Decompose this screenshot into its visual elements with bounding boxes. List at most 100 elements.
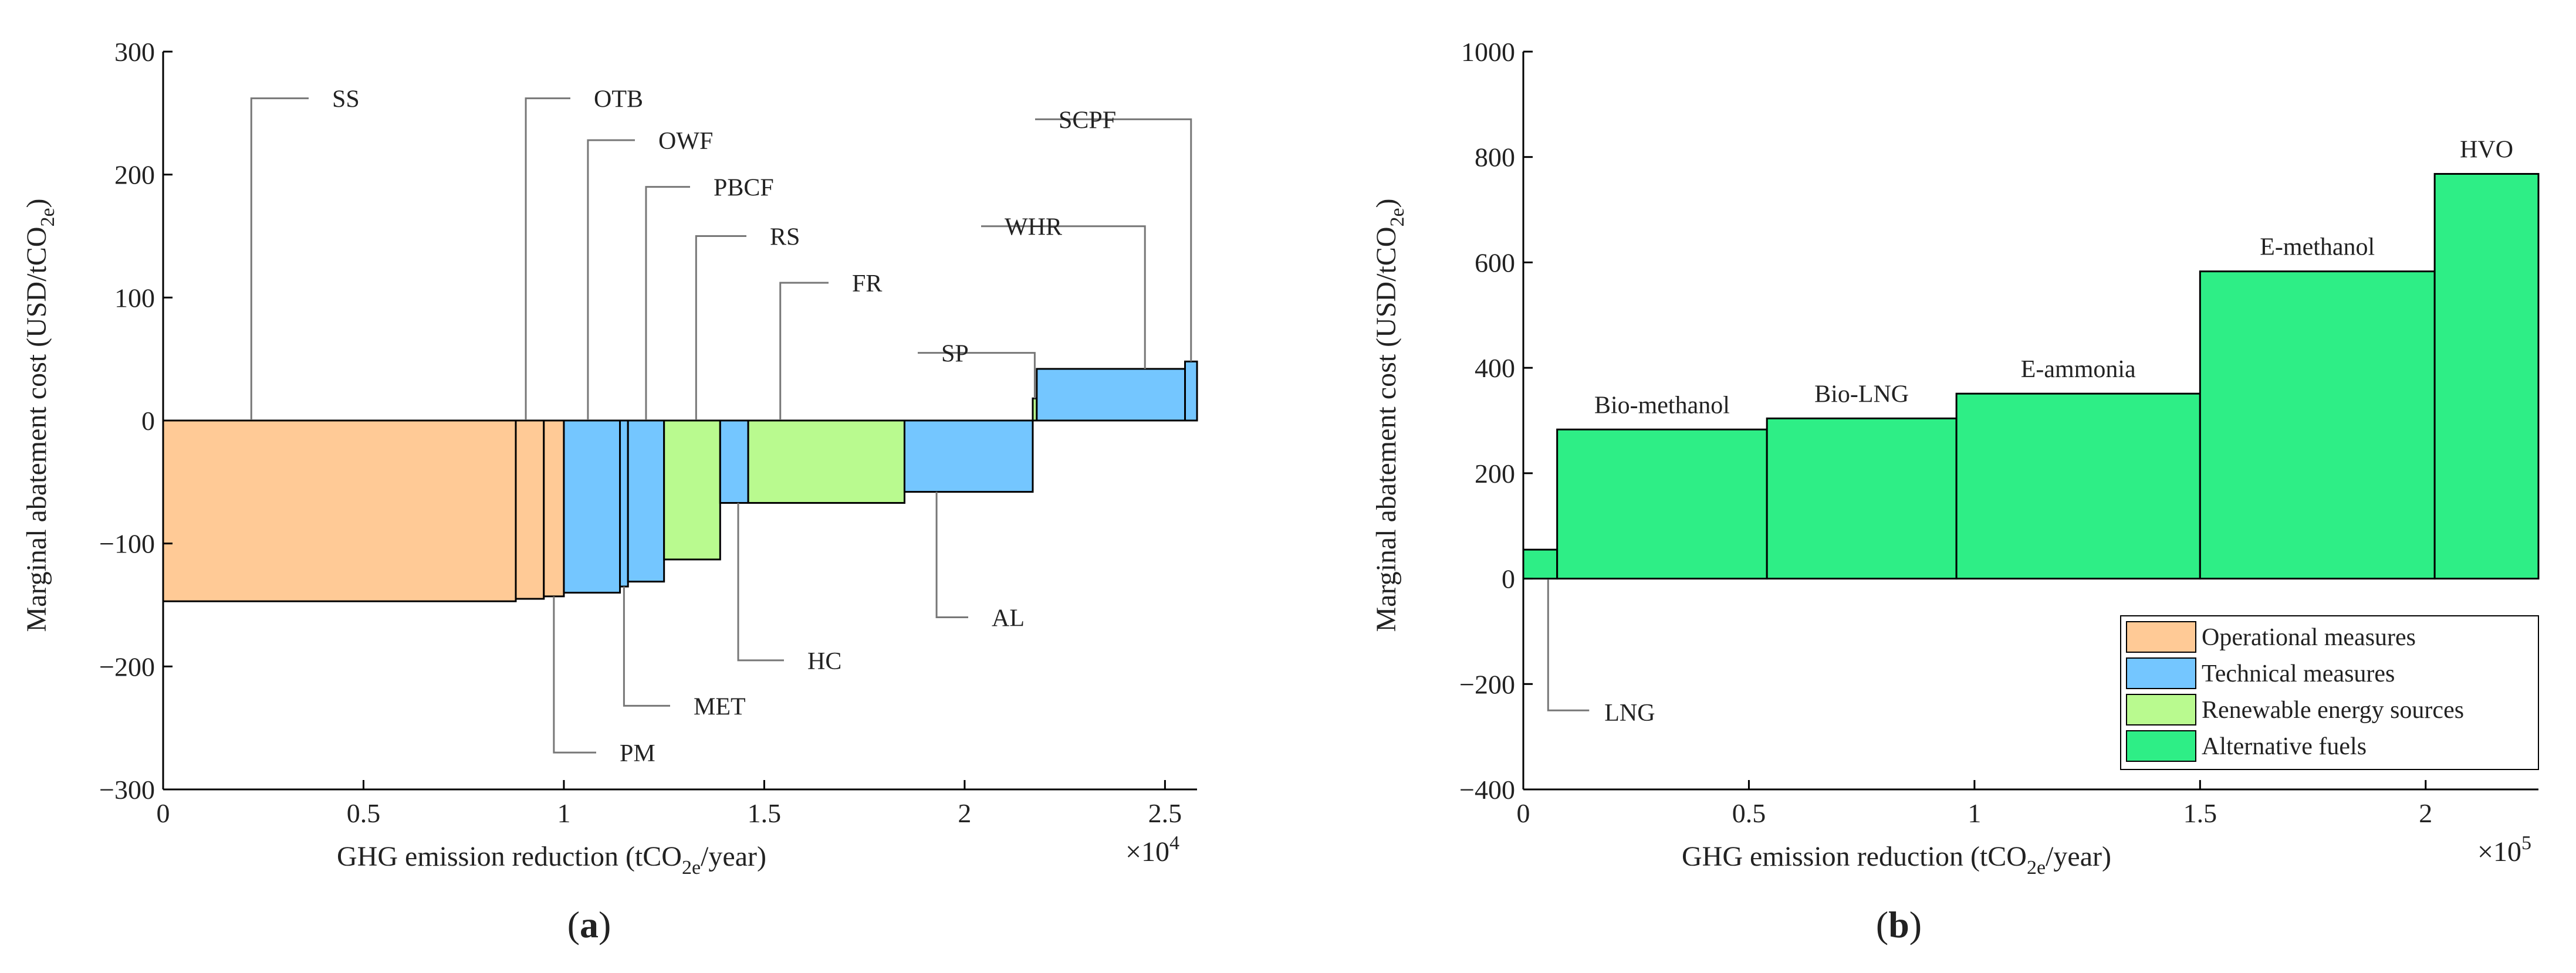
- leader-fr: [779, 282, 829, 421]
- annotation-sp: SP: [941, 341, 969, 368]
- bar-ss: [162, 419, 517, 602]
- a-y-tick-label: 100: [114, 283, 155, 313]
- legend-item-operational: Operational measures: [2126, 621, 2416, 653]
- bar-bio-lng: [1766, 417, 1958, 580]
- annotation-fr: FR: [852, 270, 882, 297]
- bar-met: [619, 419, 629, 588]
- bar-pm: [543, 419, 565, 598]
- annotation-al: AL: [992, 605, 1025, 632]
- a-y-tick-label: 200: [114, 160, 155, 190]
- legend-swatch-alternative: [2126, 730, 2196, 762]
- bar-e-ammonia: [1955, 392, 2201, 580]
- annotation-bio-lng: Bio-LNG: [1814, 381, 1909, 408]
- leader-pbcf: [645, 186, 690, 421]
- legend-item-renewable: Renewable energy sources: [2126, 694, 2464, 725]
- chart-b-axes: [1522, 52, 2538, 791]
- annotation-pbcf: PBCF: [714, 175, 774, 202]
- leader-pm: [553, 596, 596, 754]
- chart-b-panel-label: (b): [1876, 904, 1922, 945]
- b-x-tick-label: 2: [2419, 798, 2432, 828]
- chart-a-axes: [162, 52, 1197, 791]
- bar-al: [903, 419, 1034, 493]
- leader-scpf: [1035, 118, 1192, 362]
- a-x-tick-label: 1.5: [748, 798, 782, 828]
- b-y-tick-label: 600: [1475, 248, 1515, 277]
- chart-a-leader-lines: SS OTB PM OWF MET PBCF RS HC FR AL SP WHR SCPF: [250, 86, 1192, 767]
- a-y-tick-label: 0: [141, 406, 155, 436]
- annotation-whr: WHR: [1005, 214, 1062, 241]
- legend-swatch-renewable: [2126, 694, 2196, 725]
- bar-hvo: [2433, 172, 2540, 580]
- chart-a-panel-label: (a): [567, 904, 611, 945]
- legend-item-alternative: Alternative fuels: [2126, 730, 2367, 762]
- a-y-tick-label: 300: [114, 37, 155, 67]
- bar-scpf: [1184, 360, 1198, 422]
- b-x-tick-label: 0.5: [1732, 798, 1766, 828]
- leader-al: [935, 491, 968, 618]
- b-x-tick-label: 1.5: [2183, 798, 2217, 828]
- chart-b: LNG Bio-methanol Bio-LNG E-ammonia E-methano…: [1371, 37, 2540, 945]
- bar-pbcf: [627, 419, 665, 583]
- chart-a-y-axis-label: Marginal abatement cost (USD/tCO2e): [21, 198, 59, 632]
- bar-fr: [747, 419, 905, 504]
- leader-owf: [587, 139, 635, 421]
- b-y-tick-label: 1000: [1461, 37, 1515, 67]
- bar-e-methanol: [2199, 270, 2436, 580]
- a-x-tick-label: 2: [958, 798, 971, 828]
- annotation-rs: RS: [770, 224, 800, 251]
- annotation-scpf: SCPF: [1059, 107, 1116, 134]
- a-y-tick-label: −300: [99, 775, 155, 805]
- leader-otb: [525, 97, 570, 421]
- bar-bio-methanol: [1556, 428, 1768, 580]
- chart-b-x-axis-label: GHG emission reduction (tCO2e/year): [1682, 841, 2111, 879]
- leader-hc: [737, 503, 784, 662]
- bar-whr: [1036, 368, 1186, 422]
- b-y-tick-label: 400: [1475, 353, 1515, 383]
- leader-rs: [695, 235, 746, 421]
- annotation-otb: OTB: [594, 86, 643, 113]
- a-x-tick-label: 0: [157, 798, 170, 828]
- annotation-pm: PM: [620, 740, 655, 767]
- legend-label-operational: Operational measures: [2202, 624, 2416, 651]
- chart-a-x-multiplier: ×104: [1125, 832, 1179, 867]
- a-y-tick-label: −100: [99, 529, 155, 559]
- chart-b-leader-lines: LNG Bio-methanol Bio-LNG E-ammonia E-methano…: [1547, 136, 2513, 727]
- legend-item-technical: Technical measures: [2126, 657, 2395, 689]
- bar-otb: [515, 419, 545, 600]
- legend-swatch-operational: [2126, 621, 2196, 653]
- annotation-ss: SS: [332, 86, 360, 113]
- b-y-tick-label: −200: [1459, 669, 1515, 699]
- bar-rs: [663, 419, 721, 561]
- legend-label-technical: Technical measures: [2202, 660, 2395, 687]
- annotation-met: MET: [694, 693, 746, 720]
- a-x-tick-label: 1: [557, 798, 570, 828]
- a-y-tick-label: −200: [99, 652, 155, 682]
- annotation-e-methanol: E-methanol: [2260, 234, 2375, 261]
- a-x-tick-label: 2.5: [1148, 798, 1182, 828]
- b-y-tick-label: 200: [1475, 459, 1515, 489]
- legend-label-renewable: Renewable energy sources: [2202, 697, 2464, 724]
- chart-a-bars: [162, 360, 1198, 602]
- annotation-owf: OWF: [658, 128, 713, 155]
- b-x-tick-label: 0: [1517, 798, 1530, 828]
- legend-label-alternative: Alternative fuels: [2202, 733, 2367, 760]
- chart-b-x-multiplier: ×105: [2477, 832, 2531, 867]
- bar-owf: [563, 419, 621, 594]
- a-x-tick-label: 0.5: [347, 798, 381, 828]
- b-y-tick-label: −400: [1459, 775, 1515, 805]
- leader-sp: [918, 352, 1036, 399]
- leader-whr: [981, 225, 1146, 369]
- bar-hc: [719, 419, 749, 504]
- annotation-hc: HC: [807, 648, 841, 675]
- leader-met: [623, 586, 670, 707]
- b-x-tick-label: 1: [1968, 798, 1981, 828]
- legend: Operational measures Technical measures …: [2120, 615, 2539, 770]
- legend-swatch-technical: [2126, 657, 2196, 689]
- chart-a-x-axis-label: GHG emission reduction (tCO2e/year): [337, 841, 766, 879]
- leader-lng: [1547, 578, 1590, 711]
- b-y-tick-label: 0: [1502, 564, 1515, 594]
